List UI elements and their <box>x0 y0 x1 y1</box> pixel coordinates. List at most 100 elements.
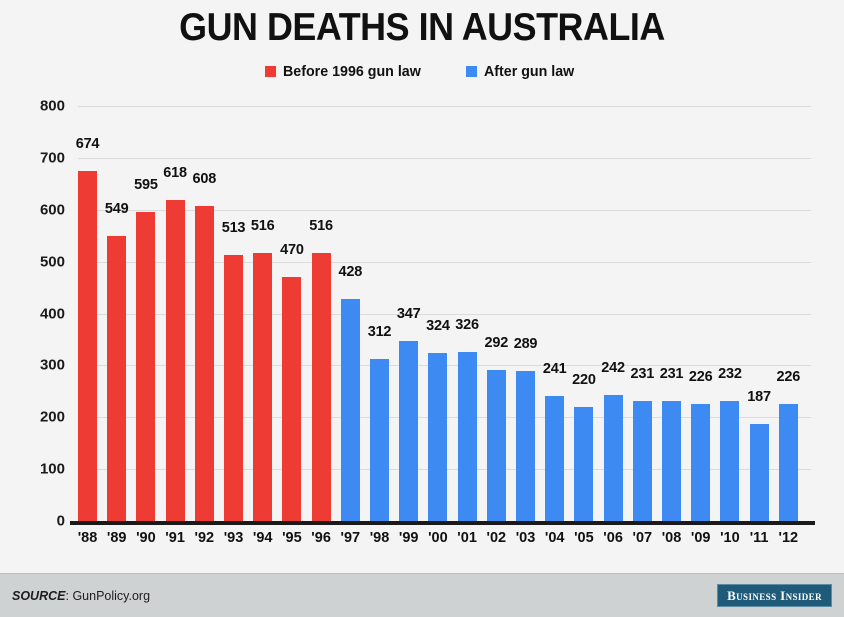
bar-group[interactable]: 595 '90 <box>134 106 165 546</box>
business-insider-logo: Business Insider <box>717 584 832 607</box>
bar-group[interactable]: 608 '92 <box>193 106 224 546</box>
bar-value-label: 187 <box>747 389 771 405</box>
legend-item-after-law[interactable]: After gun law <box>466 63 579 80</box>
y-axis-tick-label: 0 <box>56 512 65 530</box>
bar-group[interactable]: 470 '95 <box>280 106 311 546</box>
x-axis-line <box>70 521 815 525</box>
bar-value-label: 470 <box>280 242 304 259</box>
bar[interactable] <box>720 400 740 521</box>
gridline <box>78 261 811 263</box>
y-axis-tick-label: 500 <box>39 253 65 271</box>
bar-value-label: 241 <box>542 360 567 377</box>
bar[interactable] <box>778 403 798 521</box>
bar-group[interactable]: 226 '09 <box>688 106 720 546</box>
bar[interactable] <box>516 371 535 521</box>
bar-group[interactable]: 326 '01 <box>455 106 487 546</box>
bar-group[interactable]: 516 '96 <box>309 106 341 546</box>
bar[interactable] <box>311 253 331 521</box>
bar-group[interactable]: 226 '12 <box>776 106 808 546</box>
x-axis-tick-label: '92 <box>194 530 215 546</box>
bar[interactable] <box>545 395 565 521</box>
x-axis-tick-label: '12 <box>778 530 799 546</box>
bar-value-label: 324 <box>426 317 450 334</box>
bar[interactable] <box>574 406 594 521</box>
x-axis-tick-label: '99 <box>398 530 419 546</box>
x-axis-tick-label: '08 <box>661 530 682 546</box>
gridline <box>78 313 811 315</box>
bar-group[interactable]: 618 '91 <box>163 106 195 546</box>
bar[interactable] <box>486 369 506 521</box>
bar-group[interactable]: 289 '03 <box>513 106 545 546</box>
bar[interactable] <box>399 341 419 521</box>
bar[interactable] <box>253 253 273 521</box>
source-separator: : <box>65 588 73 603</box>
bar-value-label: 618 <box>163 165 187 182</box>
y-axis-tick-label: 100 <box>39 460 65 478</box>
bar-group[interactable]: 516 '94 <box>250 106 282 546</box>
x-axis-tick-label: '11 <box>749 530 769 546</box>
x-axis-tick-label: '09 <box>690 530 711 546</box>
bar-value-label: 232 <box>718 365 742 382</box>
chart-legend: Before 1996 gun law After gun law <box>0 61 844 81</box>
bar[interactable] <box>282 277 302 521</box>
legend-swatch-icon <box>264 65 276 77</box>
bar-group[interactable]: 674 '88 <box>76 106 107 546</box>
x-axis-tick-label: '03 <box>515 530 536 546</box>
gridline <box>78 209 811 211</box>
bar-value-label: 513 <box>221 219 246 236</box>
legend-item-label: After gun law <box>484 62 575 80</box>
bar-group[interactable]: 242 '06 <box>601 106 633 546</box>
bar[interactable] <box>194 205 214 521</box>
x-axis-tick-label: '94 <box>252 530 273 546</box>
bar[interactable] <box>224 254 243 521</box>
bar-value-label: 231 <box>659 366 684 383</box>
legend-item-before-law[interactable]: Before 1996 gun law <box>264 63 428 80</box>
bar[interactable] <box>107 236 127 521</box>
bar-group[interactable]: 187 '11 <box>747 106 779 546</box>
bar-group[interactable]: 513 '93 <box>221 106 253 546</box>
bar-value-label: 595 <box>134 177 158 194</box>
x-axis-tick-label: '02 <box>486 530 507 546</box>
x-axis-tick-label: '10 <box>720 530 740 546</box>
x-axis-tick-label: '00 <box>428 530 448 546</box>
x-axis-tick-label: '07 <box>632 530 653 546</box>
bar-group[interactable]: 232 '10 <box>718 106 749 546</box>
y-axis-tick-label: 600 <box>39 201 65 219</box>
bar-value-label: 226 <box>688 368 713 385</box>
bar-group[interactable]: 241 '04 <box>542 106 574 546</box>
bar[interactable] <box>165 200 185 521</box>
x-axis-tick-label: '06 <box>603 530 623 546</box>
bar-group[interactable]: 292 '02 <box>485 106 516 546</box>
bar[interactable] <box>136 212 156 521</box>
bar[interactable] <box>662 401 681 521</box>
bar-group[interactable]: 231 '08 <box>659 106 691 546</box>
chart-plot-area: 800 700 600 500 400 300 200 100 0 674 '88 549 '89 59… <box>0 98 844 561</box>
bar-group[interactable]: 324 '00 <box>426 106 457 546</box>
bar[interactable] <box>749 424 769 521</box>
bar-group[interactable]: 231 '07 <box>630 106 662 546</box>
bar-group[interactable]: 549 '89 <box>105 106 136 546</box>
bar-value-label: 516 <box>250 218 275 235</box>
bar-group[interactable]: 220 '05 <box>572 106 603 546</box>
bar-value-label: 289 <box>513 336 538 353</box>
bar[interactable] <box>632 401 652 521</box>
bar-value-label: 242 <box>601 360 625 377</box>
legend-swatch-icon <box>466 65 478 77</box>
bar[interactable] <box>340 298 360 521</box>
bar-group[interactable]: 347 '99 <box>396 106 428 546</box>
bar[interactable] <box>603 395 623 521</box>
bar[interactable] <box>457 351 477 521</box>
bar-group[interactable]: 428 '97 <box>339 106 370 546</box>
x-axis-tick-label: '05 <box>574 530 594 546</box>
bar-value-label: 347 <box>396 306 421 322</box>
bar[interactable] <box>78 171 97 521</box>
bar-value-label: 231 <box>630 366 655 383</box>
bar[interactable] <box>428 352 448 521</box>
bar-value-label: 226 <box>776 368 801 385</box>
source-value: GunPolicy.org <box>72 588 151 603</box>
x-axis-tick-label: '04 <box>544 530 565 546</box>
x-axis-tick-label: '90 <box>136 530 156 546</box>
bar[interactable] <box>370 359 389 521</box>
bar[interactable] <box>691 403 711 521</box>
bar-group[interactable]: 312 '98 <box>368 106 399 546</box>
